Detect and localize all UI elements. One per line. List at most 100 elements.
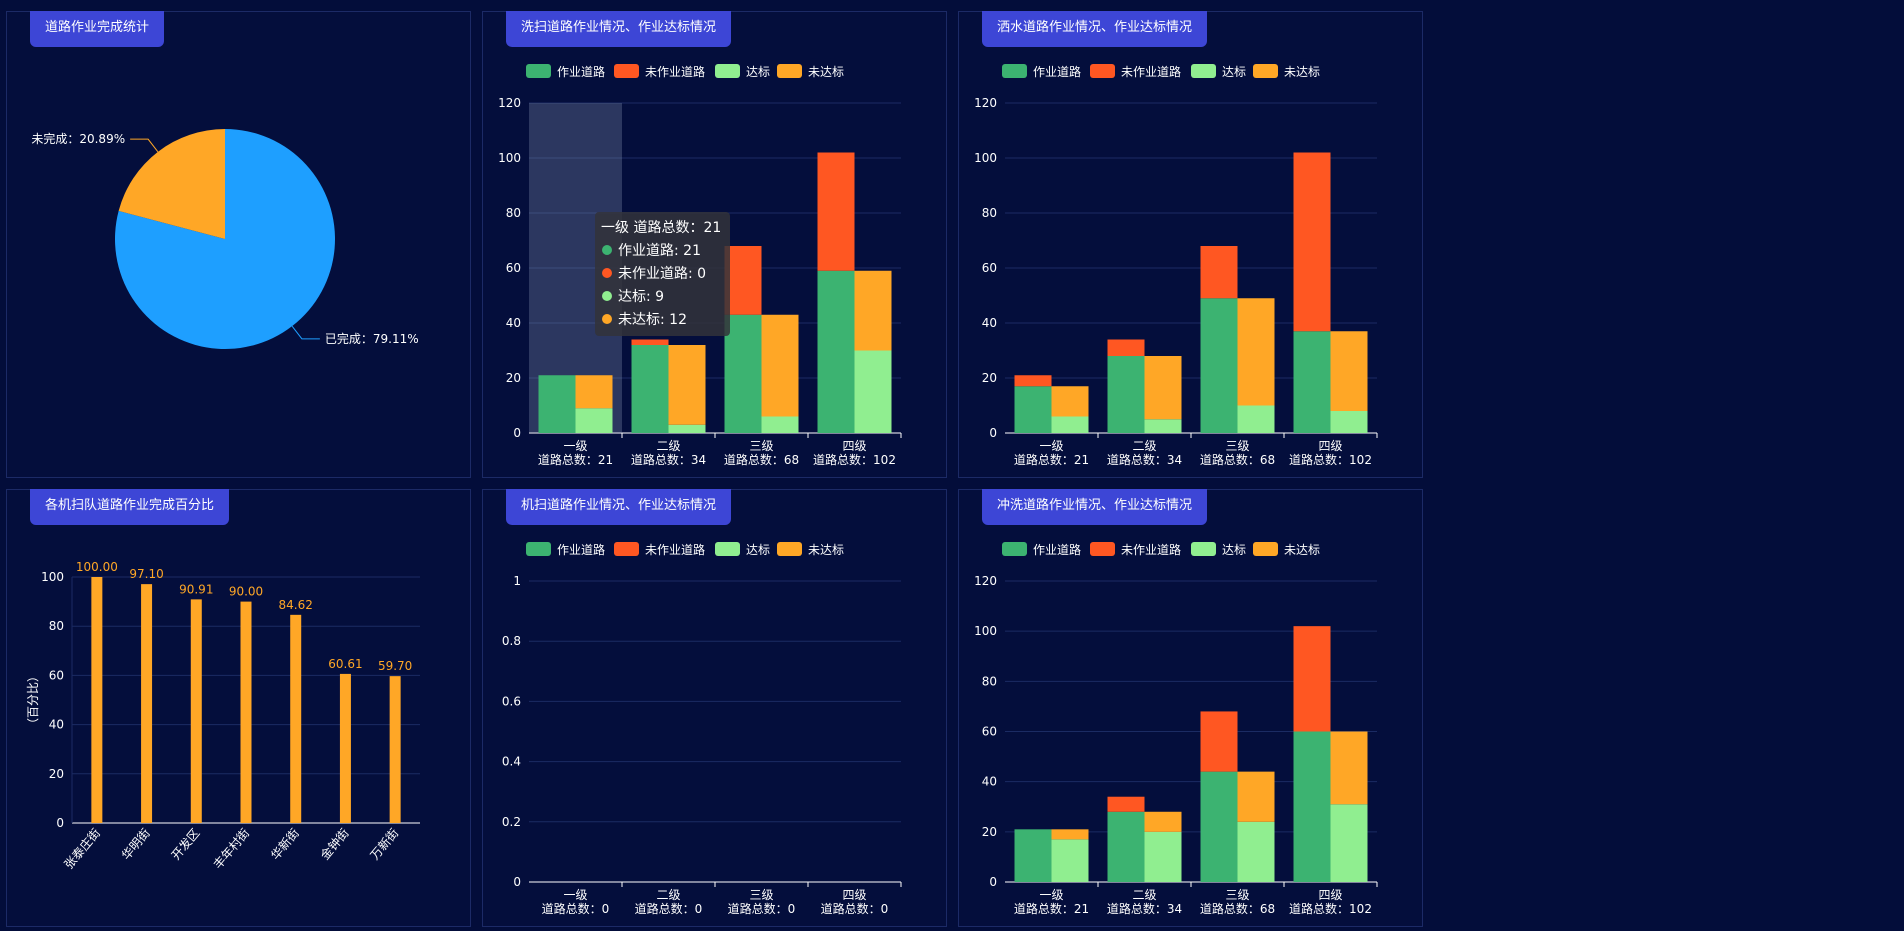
legend-swatch-0 [1002, 542, 1027, 556]
team-panel: 各机扫队道路作业完成百分比 0 20 40 60 80 100 （百分比） 100.00 张泰庄… [6, 489, 471, 927]
y-tick-label: 0 [513, 426, 521, 440]
pie-label-未完成: 未完成：20.89% [31, 131, 125, 146]
x-tick-label: 四级 [1318, 439, 1342, 453]
bar-作业道路-一级 [538, 375, 576, 433]
bar-未达标-三级 [1237, 771, 1275, 822]
bar-未达标-四级 [1330, 731, 1368, 805]
legend-swatch-0 [526, 64, 551, 78]
y-tick-label: 60 [982, 261, 997, 275]
y-tick-label: 40 [49, 718, 64, 732]
bar-达标-一级 [1051, 839, 1089, 882]
x-tick-label: 万新街 [367, 825, 402, 862]
y-tick-label: 20 [506, 371, 521, 385]
bar-金钟街 [339, 673, 351, 823]
legend-label-0: 作业道路 [1033, 64, 1081, 79]
bar-作业道路-二级 [631, 345, 669, 433]
bar-未达标-四级 [854, 270, 892, 351]
y-tick-label: 120 [974, 574, 997, 588]
y-tick-label: 40 [506, 316, 521, 330]
bar-未达标-一级 [575, 375, 613, 409]
x-tick-label: 四级 [842, 888, 866, 902]
legend-label-3: 未达标 [808, 543, 844, 557]
legend-label-3: 未达标 [1284, 65, 1320, 79]
x-tick-sublabel: 道路总数：68 [724, 452, 799, 467]
legend-label-3: 未达标 [808, 65, 844, 79]
y-tick-label: 0 [989, 875, 997, 889]
pie-panel-title: 道路作业完成统计 [30, 11, 165, 47]
y-tick-label: 40 [982, 316, 997, 330]
x-tick-sublabel: 道路总数：102 [1289, 452, 1372, 467]
legend-label-0: 作业道路 [1033, 542, 1081, 557]
bar-达标-二级 [1144, 419, 1182, 433]
x-tick-sublabel: 道路总数：102 [1289, 901, 1372, 916]
legend-label-2: 达标 [1222, 65, 1246, 79]
y-tick-label: 60 [982, 725, 997, 739]
legend-swatch-2 [1191, 64, 1216, 78]
bar-作业道路-三级 [1200, 298, 1238, 433]
tooltip-dot [602, 291, 612, 301]
x-tick-label: 二级 [656, 439, 680, 453]
x-tick-sublabel: 道路总数：34 [631, 452, 706, 467]
x-tick-label: 二级 [1132, 888, 1156, 902]
bar-作业道路-二级 [1107, 356, 1145, 433]
tooltip-row: 达标: 9 [618, 289, 664, 305]
x-tick-label: 三级 [749, 888, 773, 902]
x-tick-label: 一级 [1039, 439, 1063, 453]
team-chart: 0 20 40 60 80 100 （百分比） 100.00 张泰庄街 97.10 华明街 90.91… [26, 560, 420, 872]
x-tick-sublabel: 道路总数：68 [1200, 901, 1275, 916]
x-tick-sublabel: 道路总数：102 [813, 452, 896, 467]
sweep-panel: 洗扫道路作业情况、作业达标情况 作业道路 未作业道路 达标 未达标 0 20 40 60 80 1… [482, 11, 947, 478]
bar-value-label: 84.62 [279, 598, 313, 612]
pie-leader-line [291, 325, 320, 340]
bar-未作业道路-三级 [724, 246, 762, 315]
tooltip-dot [602, 314, 612, 324]
legend-label-1: 未作业道路 [1121, 64, 1181, 79]
x-tick-label: 金钟街 [317, 825, 352, 862]
team-panel-title: 各机扫队道路作业完成百分比 [30, 489, 230, 525]
legend-swatch-1 [614, 64, 639, 78]
bar-value-label: 97.10 [129, 567, 163, 581]
water-panel: 洒水道路作业情况、作业达标情况 作业道路 未作业道路 达标 未达标 0 20 40 60 80 1… [958, 11, 1423, 478]
pie-panel: 道路作业完成统计 已完成：79.11% 未完成：20.89% [6, 11, 471, 478]
y-tick-label: 0.6 [502, 694, 521, 708]
tooltip-row: 未达标: 12 [618, 312, 687, 328]
bar-达标-二级 [1144, 831, 1182, 882]
bar-未作业道路-一级 [1014, 375, 1052, 387]
bar-未作业道路-二级 [1107, 796, 1145, 812]
bar-开发区 [190, 599, 202, 823]
y-tick-label: 0.4 [502, 755, 521, 769]
legend-swatch-3 [777, 64, 802, 78]
bar-作业道路-四级 [1293, 331, 1331, 433]
y-tick-label: 1 [513, 574, 521, 588]
bar-作业道路-三级 [724, 314, 762, 433]
x-tick-sublabel: 道路总数：21 [1014, 901, 1089, 916]
y-tick-label: 80 [506, 206, 521, 220]
y-tick-label: 20 [982, 371, 997, 385]
bar-作业道路-二级 [1107, 811, 1145, 882]
bar-丰年村街 [240, 601, 252, 823]
legend-swatch-2 [715, 542, 740, 556]
x-tick-sublabel: 道路总数：0 [821, 901, 889, 916]
x-tick-label: 二级 [1132, 439, 1156, 453]
y-tick-label: 80 [49, 619, 64, 633]
tooltip-dot [602, 268, 612, 278]
x-tick-sublabel: 道路总数：34 [1107, 901, 1182, 916]
bar-华新街 [290, 614, 302, 823]
bar-value-label: 90.00 [229, 585, 263, 599]
y-tick-label: 0 [989, 426, 997, 440]
bar-达标-二级 [668, 424, 706, 433]
legend-swatch-1 [1090, 64, 1115, 78]
legend-label-3: 未达标 [1284, 543, 1320, 557]
x-tick-label: 一级 [1039, 888, 1063, 902]
x-tick-label: 二级 [656, 888, 680, 902]
bar-达标-四级 [854, 350, 892, 433]
legend-swatch-3 [777, 542, 802, 556]
bar-未达标-二级 [1144, 356, 1182, 420]
legend-swatch-1 [614, 542, 639, 556]
tooltip-row: 未作业道路: 0 [618, 266, 706, 282]
y-tick-label: 60 [506, 261, 521, 275]
machine-panel: 机扫道路作业情况、作业达标情况 作业道路 未作业道路 达标 未达标 0 0.2 0.4 0.6… [482, 489, 947, 927]
legend-swatch-2 [715, 64, 740, 78]
bar-value-label: 59.70 [378, 659, 412, 673]
